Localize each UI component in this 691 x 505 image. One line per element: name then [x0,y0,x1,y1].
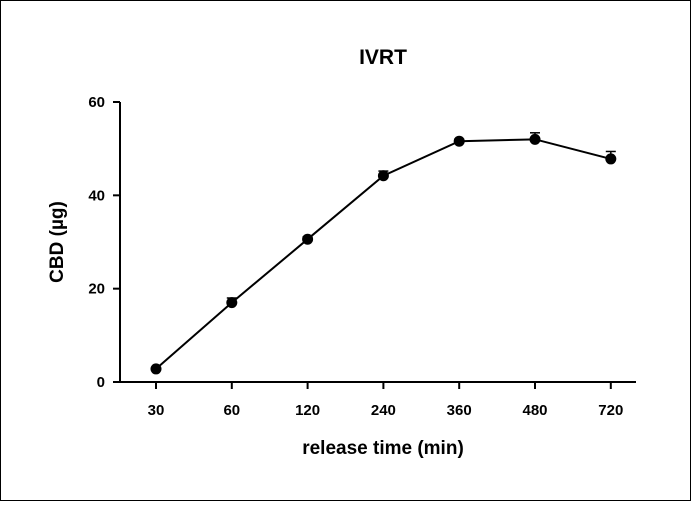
data-point [150,363,162,375]
y-tick-label: 0 [97,374,105,391]
data-point [377,170,389,182]
data-point [529,133,541,145]
data-point [226,297,238,309]
y-tick-label: 40 [88,187,105,204]
data-point [605,153,617,165]
x-tick-label: 720 [598,402,623,419]
y-tick-label: 60 [88,94,105,111]
y-ticks: 0 20 40 60 [88,94,120,391]
series-1 [150,132,617,375]
x-ticks: 30 60 120 240 360 480 720 [148,382,623,419]
x-tick-label: 30 [148,402,165,419]
y-tick-label: 20 [88,281,105,298]
x-tick-label: 240 [371,402,396,419]
y-axis-label: CBD (µg) [47,201,68,283]
data-point [453,135,465,147]
chart-title: IVRT [359,46,407,69]
x-tick-label: 120 [295,402,320,419]
x-axis-label: release time (min) [302,438,464,459]
x-tick-label: 60 [223,402,240,419]
x-tick-label: 480 [522,402,547,419]
data-point [302,233,314,245]
x-tick-label: 360 [447,402,472,419]
